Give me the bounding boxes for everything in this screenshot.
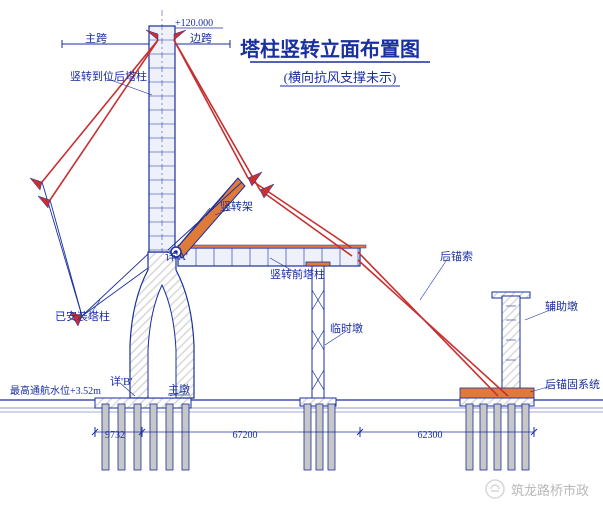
label-water-level: 最高通航水位+3.52m xyxy=(10,384,101,397)
pile xyxy=(522,404,529,470)
anchor-flag xyxy=(38,196,50,208)
label-temp-pier: 临时墩 xyxy=(330,321,363,335)
pile xyxy=(150,404,157,470)
pile xyxy=(466,404,473,470)
pile xyxy=(166,404,173,470)
label-rot-frame: 竖转架 xyxy=(220,199,253,213)
dim-d-left: 9732 xyxy=(105,430,125,441)
label-main-span: 主跨 xyxy=(85,32,107,45)
anchor-flag xyxy=(174,30,186,40)
label-rot-post-col: 竖转到位后塔柱 xyxy=(70,69,147,83)
anchor-block xyxy=(460,388,534,398)
cable xyxy=(50,200,82,316)
label-side-span: 边跨 xyxy=(190,32,212,45)
pile xyxy=(134,404,141,470)
temp-pier xyxy=(312,266,324,398)
pile-cap xyxy=(95,398,191,408)
cable xyxy=(42,40,158,182)
cable xyxy=(50,40,158,200)
pile xyxy=(480,404,487,470)
pile xyxy=(316,404,323,470)
pile xyxy=(182,404,189,470)
anchor-flag xyxy=(30,178,42,190)
pile xyxy=(494,404,501,470)
watermark: 筑龙路桥市政 xyxy=(485,479,589,499)
leader-line xyxy=(420,258,448,300)
label-pre-col-left: 已安装塔柱 xyxy=(55,309,110,323)
label-aux-pier: 辅助墩 xyxy=(545,299,578,313)
dim-d-right: 62300 xyxy=(418,430,443,441)
pile xyxy=(304,404,311,470)
label-top-elev: +120.000 xyxy=(175,18,213,29)
label-main-pier: 主墩 xyxy=(168,382,190,396)
label-rot-pre-col: 竖转前塔柱 xyxy=(270,267,325,281)
tower-horizontal xyxy=(178,248,360,266)
cable xyxy=(174,40,260,190)
watermark-text: 筑龙路桥市政 xyxy=(511,480,589,499)
label-detail-b: 详'B' xyxy=(110,374,132,388)
pile xyxy=(508,404,515,470)
label-anchor-sys: 后锚固系统 xyxy=(545,377,600,391)
aux-pier xyxy=(502,296,520,398)
cable xyxy=(168,182,242,250)
dim-d-mid: 67200 xyxy=(233,430,258,441)
label-back-cable: 后锚索 xyxy=(440,249,473,263)
pile xyxy=(328,404,335,470)
diagram-title: 塔柱竖转立面布置图 xyxy=(240,37,420,61)
diagram-subtitle: (横向抗风支撑未示) xyxy=(284,70,397,85)
label-detail-a: 详'A' xyxy=(165,249,188,263)
